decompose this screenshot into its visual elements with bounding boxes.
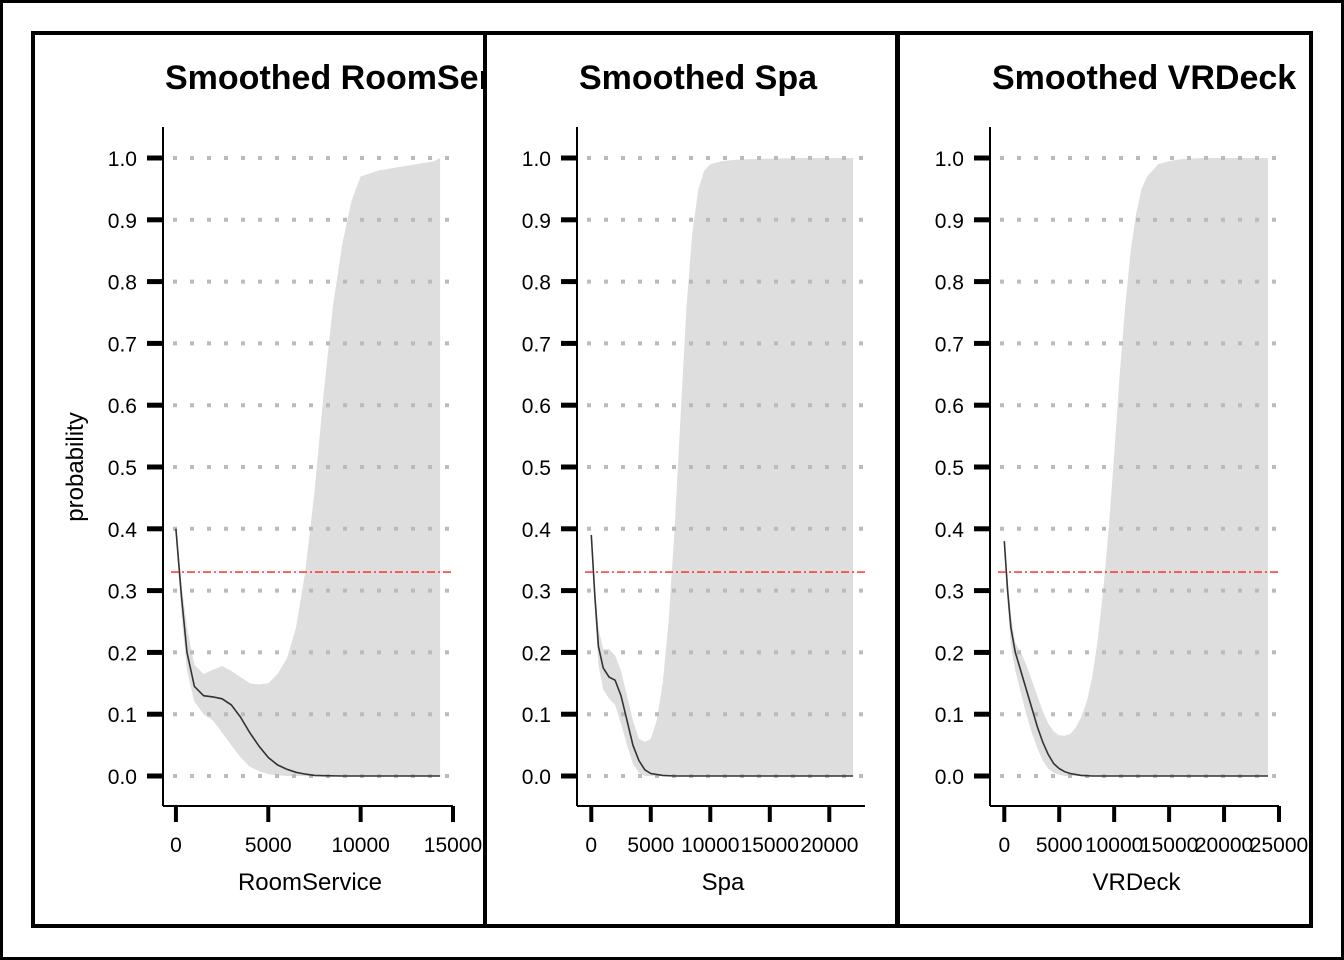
y-tick-label: 0.6 [108,395,137,418]
x-tick-label: 20000 [800,834,858,857]
y-tick-label: 1.0 [935,148,964,171]
x-tick-label: 0 [170,834,182,857]
y-tick-label: 1.0 [522,148,551,171]
x-tick-label: 25000 [1250,834,1308,857]
x-tick-label: 0 [585,834,597,857]
x-tick-label: 10000 [681,834,739,857]
panel-title: Smoothed RoomService [165,59,558,97]
smoothed-probability-line [175,528,441,777]
panel-title: Smoothed VRDeck [992,59,1296,97]
y-tick-label: 0.7 [522,333,551,356]
x-tick-label: 20000 [1195,834,1253,857]
y-tick-label: 0.9 [935,210,964,233]
y-tick-label: 0.5 [108,457,137,480]
y-tick-label: 0.7 [108,333,137,356]
panel-frame [896,31,1313,928]
confidence-band [591,158,854,776]
panel-content: 0.0 0.1 0.2 0.3 0.4 0.5 0.6 0.7 0.8 0.9 1.0 0 5000 10… [522,59,865,896]
y-tick-label: 0.2 [522,642,551,665]
x-tick-label: 15000 [1140,834,1198,857]
y-tick-label: 0.8 [108,272,137,295]
panel-content: 0.0 0.1 0.2 0.3 0.4 0.5 0.6 0.7 0.8 0.9 1.0 0 5000 10… [62,59,558,896]
panel-title: Smoothed Spa [579,59,818,97]
panel-content: 0.0 0.1 0.2 0.3 0.4 0.5 0.6 0.7 0.8 0.9 1.0 0 5000 10… [935,59,1308,896]
confidence-band [175,158,441,776]
y-tick-label: 0.5 [522,457,551,480]
x-tick-label: 15000 [741,834,799,857]
y-tick-label: 0.7 [935,333,964,356]
panel-1: 0.0 0.1 0.2 0.3 0.4 0.5 0.6 0.7 0.8 0.9 1.0 0 5000 10… [31,31,558,928]
y-tick-label: 0.2 [108,642,137,665]
y-tick-label: 0.6 [935,395,964,418]
x-tick-label: 5000 [627,834,674,857]
y-tick-label: 0.6 [522,395,551,418]
y-tick-label: 0.5 [935,457,964,480]
y-tick-label: 0.3 [522,581,551,604]
y-tick-label: 0.0 [522,766,551,789]
x-tick-label: 10000 [331,834,389,857]
x-axis-title: Spa [702,869,745,896]
y-tick-label: 0.4 [522,519,552,542]
y-tick-label: 0.4 [935,519,965,542]
x-tick-label: 10000 [1085,834,1143,857]
x-tick-label: 5000 [1036,834,1083,857]
x-tick-label: 15000 [424,834,482,857]
y-tick-label: 0.2 [935,642,964,665]
smoothed-probability-line [590,534,854,777]
y-tick-label: 0.1 [522,704,551,727]
y-tick-label: 0.3 [108,581,137,604]
y-axis-title: probability [62,412,89,521]
y-tick-label: 0.1 [108,704,137,727]
x-tick-label: 5000 [245,834,292,857]
y-tick-label: 0.9 [522,210,551,233]
panels-group: 0.00.10.20.30.40.50.60.70.80.91.00 5000 10… [31,31,1313,928]
y-tick-label: 0.0 [108,766,137,789]
panel-2: 0.0 0.1 0.2 0.3 0.4 0.5 0.6 0.7 0.8 0.9 1.0 0 5000 10… [483,31,899,928]
x-axis-title: RoomService [238,869,382,896]
smoothed-probability-line [1003,541,1268,777]
x-axis-title: VRDeck [1092,869,1181,896]
y-tick-label: 0.1 [935,704,964,727]
y-tick-label: 0.0 [935,766,964,789]
x-tick-label: 0 [998,834,1010,857]
y-tick-label: 1.0 [108,148,137,171]
panel-3: 0.0 0.1 0.2 0.3 0.4 0.5 0.6 0.7 0.8 0.9 1.0 0 5000 10… [896,31,1313,928]
y-tick-label: 0.4 [108,519,138,542]
y-tick-label: 0.3 [935,581,964,604]
y-tick-label: 0.8 [522,272,551,295]
y-tick-label: 0.8 [935,272,964,295]
y-tick-label: 0.9 [108,210,137,233]
